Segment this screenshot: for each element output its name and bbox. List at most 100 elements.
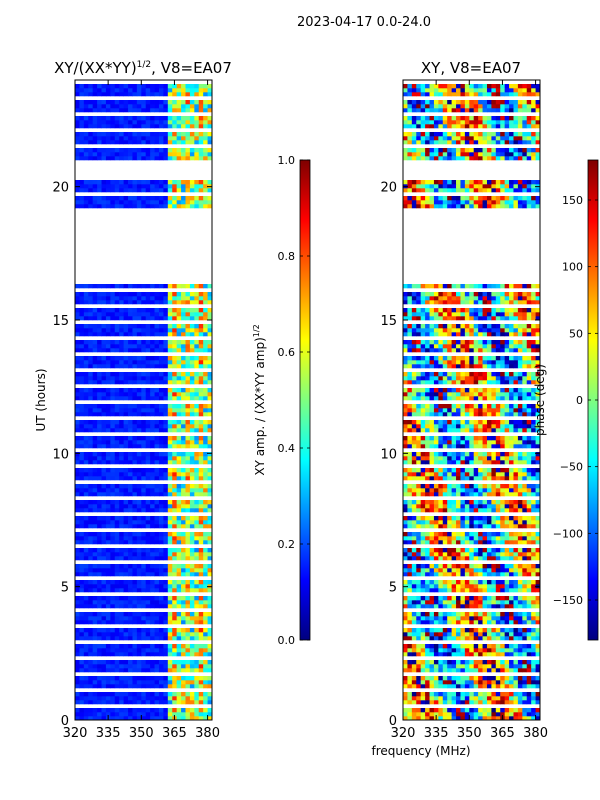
- heatmap-cell: [154, 200, 160, 205]
- heatmap-cell: [185, 124, 191, 129]
- heatmap-cell: [451, 584, 457, 589]
- heatmap-cell: [181, 316, 186, 321]
- heatmap-cell: [123, 196, 129, 201]
- heatmap-cell: [75, 484, 80, 489]
- heatmap-cell: [198, 472, 204, 477]
- heatmap-cell: [105, 632, 111, 637]
- heatmap-cell: [189, 636, 195, 641]
- heatmap-cell: [451, 436, 457, 441]
- heatmap-cell: [158, 584, 164, 589]
- heatmap-cell: [110, 436, 116, 441]
- heatmap-cell: [207, 396, 212, 401]
- heatmap-cell: [460, 564, 466, 569]
- heatmap-cell: [88, 428, 94, 433]
- heatmap-cell: [203, 600, 208, 605]
- heatmap-cell: [128, 392, 133, 397]
- heatmap-cell: [486, 652, 492, 657]
- heatmap-cell: [460, 652, 466, 657]
- heatmap-cell: [460, 444, 466, 449]
- heatmap-cell: [83, 372, 89, 377]
- heatmap-cell: [158, 148, 164, 153]
- heatmap-cell: [97, 648, 102, 653]
- heatmap-cell: [83, 148, 89, 153]
- heatmap-cell: [79, 588, 85, 593]
- heatmap-cell: [203, 152, 208, 157]
- heatmap-cell: [203, 444, 208, 449]
- heatmap-cell: [207, 452, 212, 457]
- heatmap-cell: [150, 468, 155, 473]
- heatmap-cell: [172, 472, 178, 477]
- heatmap-cell: [154, 388, 160, 393]
- heatmap-cell: [123, 132, 129, 137]
- heatmap-cell: [132, 200, 138, 205]
- heatmap-cell: [513, 716, 519, 720]
- heatmap-cell: [101, 452, 107, 457]
- heatmap-cell: [83, 344, 89, 349]
- heatmap-cell: [101, 356, 107, 361]
- heatmap-cell: [119, 404, 125, 409]
- heatmap-cell: [194, 516, 200, 521]
- heatmap-cell: [433, 692, 439, 697]
- heatmap-cell: [154, 136, 160, 141]
- heatmap-cell: [145, 628, 151, 633]
- heatmap-cell: [141, 340, 147, 345]
- heatmap-cell: [88, 648, 94, 653]
- heatmap-cell: [154, 536, 160, 541]
- heatmap-cell: [128, 344, 133, 349]
- heatmap-cell: [185, 120, 191, 125]
- heatmap-cell: [119, 356, 125, 361]
- heatmap-cell: [163, 152, 169, 157]
- heatmap-cell: [119, 612, 125, 617]
- heatmap-cell: [438, 492, 444, 497]
- heatmap-cell: [495, 620, 501, 625]
- heatmap-cell: [207, 628, 212, 633]
- heatmap-cell: [128, 552, 133, 557]
- suptitle: 2023-04-17 0.0-24.0: [297, 15, 431, 30]
- heatmap-cell: [504, 716, 510, 720]
- heatmap-cell: [207, 308, 212, 313]
- heatmap-cell: [154, 140, 160, 145]
- heatmap-cell: [132, 604, 138, 609]
- heatmap-cell: [145, 204, 151, 209]
- heatmap-cell: [473, 504, 479, 509]
- heatmap-cell: [482, 532, 488, 537]
- heatmap-cell: [203, 356, 208, 361]
- heatmap-cell: [194, 660, 200, 665]
- heatmap-cell: [442, 540, 448, 545]
- heatmap-cell: [158, 348, 164, 353]
- heatmap-cell: [141, 524, 147, 529]
- heatmap-cell: [407, 620, 413, 625]
- heatmap-cell: [181, 684, 186, 689]
- heatmap-cell: [114, 468, 120, 473]
- heatmap-cell: [469, 676, 475, 681]
- heatmap-cell: [119, 476, 125, 481]
- heatmap-cell: [132, 376, 138, 381]
- heatmap-cell: [194, 108, 200, 113]
- heatmap-cell: [416, 600, 422, 605]
- heatmap-cell: [128, 536, 133, 541]
- heatmap-cell: [88, 492, 94, 497]
- heatmap-cell: [167, 296, 173, 301]
- heatmap-cell: [158, 196, 164, 201]
- heatmap-cell: [114, 344, 120, 349]
- heatmap-cell: [456, 652, 461, 657]
- heatmap-cell: [185, 84, 191, 89]
- heatmap-cell: [97, 564, 102, 569]
- heatmap-cell: [425, 440, 430, 445]
- heatmap-cell: [145, 392, 151, 397]
- heatmap-cell: [97, 692, 102, 697]
- heatmap-cell: [150, 708, 155, 713]
- heatmap-cell: [172, 644, 178, 649]
- heatmap-cell: [110, 300, 116, 305]
- heatmap-cell: [141, 372, 147, 377]
- heatmap-cell: [478, 532, 483, 537]
- heatmap-cell: [88, 668, 94, 673]
- heatmap-cell: [464, 600, 470, 605]
- heatmap-cell: [92, 456, 98, 461]
- heatmap-cell: [442, 524, 448, 529]
- heatmap-cell: [522, 668, 528, 673]
- heatmap-cell: [429, 440, 435, 445]
- y-tick-label: 10: [52, 447, 69, 462]
- heatmap-cell: [132, 104, 138, 109]
- heatmap-cell: [198, 376, 204, 381]
